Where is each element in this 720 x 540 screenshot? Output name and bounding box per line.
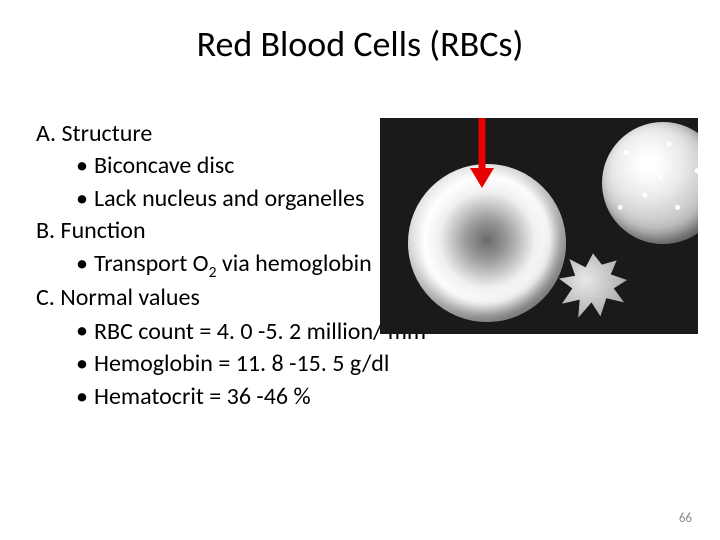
platelet-cell xyxy=(556,252,630,322)
outline-heading: A. Structure xyxy=(36,118,434,150)
page-number: 66 xyxy=(679,511,692,526)
outline-heading: C. Normal values xyxy=(36,282,434,314)
pointer-arrow-icon xyxy=(470,118,494,188)
outline-heading: B. Function xyxy=(36,215,434,247)
outline-content: A. StructureBiconcave discLack nucleus a… xyxy=(36,118,434,413)
sem-image xyxy=(380,118,698,334)
wbc-cell xyxy=(602,122,698,244)
outline-bullet: Hemoglobin = 11. 8 -15. 5 g/dl xyxy=(76,348,434,380)
outline-bullet: Hematocrit = 36 -46 % xyxy=(76,381,434,413)
page-title: Red Blood Cells (RBCs) xyxy=(0,0,720,66)
slide: Red Blood Cells (RBCs) A. StructureBicon… xyxy=(0,0,720,540)
outline-list: A. StructureBiconcave discLack nucleus a… xyxy=(36,118,434,413)
